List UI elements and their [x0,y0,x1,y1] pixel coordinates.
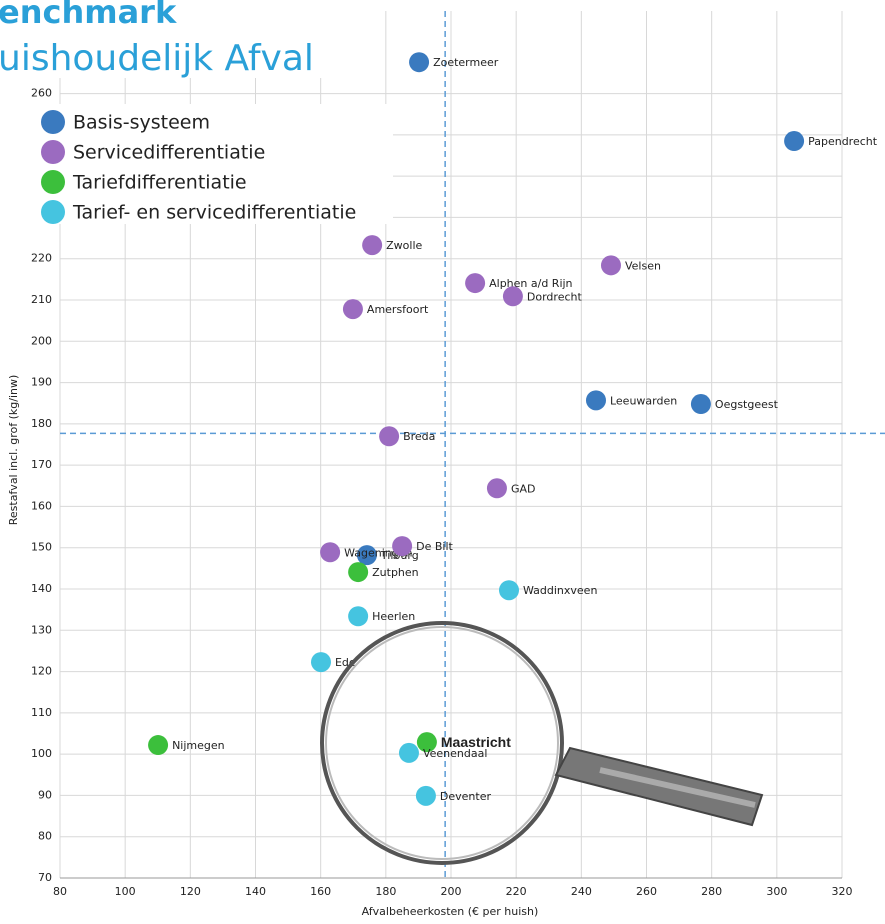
data-point [310,652,331,673]
y-tick-label: 200 [31,334,52,347]
point-label: Veenendaal [423,747,487,760]
point-label: Oegstgeest [715,398,779,411]
data-point [379,426,400,447]
data-point [502,286,523,307]
plot-area: 7080901001101201301401501601701801902002… [31,11,885,898]
x-tick-label: 280 [701,885,722,898]
y-tick-label: 210 [31,293,52,306]
point-label: Deventer [440,790,492,803]
point-label: Papendrecht [808,135,878,148]
chart-subtitle: uishoudelijk Afval [0,38,314,79]
y-tick-label: 220 [31,252,52,265]
data-point [342,299,363,320]
legend-bg [28,104,393,134]
x-axis-label: Afvalbeheerkosten (€ per huish) [362,905,539,918]
x-tick-label: 180 [375,885,396,898]
point-label: Velsen [625,259,661,272]
data-point [398,742,419,763]
y-tick-label: 140 [31,582,52,595]
point-label: Alphen a/d Rijn [489,277,572,290]
x-tick-label: 300 [766,885,787,898]
data-point [320,542,341,563]
x-tick-label: 200 [441,885,462,898]
y-tick-label: 100 [31,747,52,760]
x-tick-label: 80 [53,885,67,898]
data-point [465,273,486,294]
x-tick-label: 160 [310,885,331,898]
point-label: Zoetermeer [433,56,499,69]
data-point [392,536,413,557]
y-tick-label: 110 [31,706,52,719]
legend-bg [28,194,393,224]
point-label: Leeuwarden [610,394,677,407]
x-tick-label: 240 [571,885,592,898]
y-tick-label: 190 [31,376,52,389]
legend-marker [41,140,65,164]
y-tick-label: 120 [31,665,52,678]
x-tick-label: 260 [636,885,657,898]
legend-marker [41,170,65,194]
y-axis-label: Restafval incl. grof (kg/inw) [7,375,20,526]
legend-marker [41,200,65,224]
point-label: Maastricht [441,734,511,750]
data-point [416,732,437,753]
legend: Basis-systeem Servicedifferentiatie Tarief… [28,104,393,224]
point-label: Breda [403,430,435,443]
chart-title: enchmark [0,0,177,31]
point-label: Dordrecht [527,290,583,303]
y-tick-label: 160 [31,499,52,512]
data-point [356,545,377,566]
y-tick-label: 90 [38,788,52,801]
point-label: De Bilt [416,540,453,553]
data-point [348,606,369,627]
legend-label: Tariefdifferentiatie [72,172,247,194]
overlay [320,621,764,865]
legend-label: Basis-systeem [73,112,210,134]
data-point [690,394,711,415]
y-tick-label: 150 [31,541,52,554]
data-point [348,562,369,583]
y-tick-label: 260 [31,87,52,100]
point-label: Waddinxveen [523,584,597,597]
legend-bg [28,164,393,194]
legend-marker [41,110,65,134]
point-label: Nijmegen [172,739,225,752]
legend-label: Servicedifferentiatie [73,142,265,164]
data-point [784,131,805,152]
magnifier [320,621,764,865]
point-label: Zutphen [372,566,419,579]
data-point [409,52,430,73]
y-tick-label: 80 [38,830,52,843]
title-bg [0,0,340,78]
x-tick-label: 320 [832,885,853,898]
data-point [362,235,383,256]
y-tick-label: 170 [31,458,52,471]
data-point [486,478,507,499]
x-tick-label: 100 [115,885,136,898]
data-point [600,255,621,276]
point-label: Heerlen [372,610,415,623]
data-point [498,580,519,601]
y-tick-label: 70 [38,871,52,884]
point-label: GAD [511,482,536,495]
point-label: Zwolle [386,239,422,252]
x-tick-label: 140 [245,885,266,898]
x-tick-label: 120 [180,885,201,898]
legend-label: Tarief- en servicedifferentiatie [72,202,356,224]
y-tick-label: 180 [31,417,52,430]
data-point [415,785,436,806]
data-point [585,390,606,411]
data-point [148,735,169,756]
x-tick-label: 220 [506,885,527,898]
y-tick-label: 130 [31,623,52,636]
point-label: Amersfoort [367,303,429,316]
legend-bg [28,134,393,164]
